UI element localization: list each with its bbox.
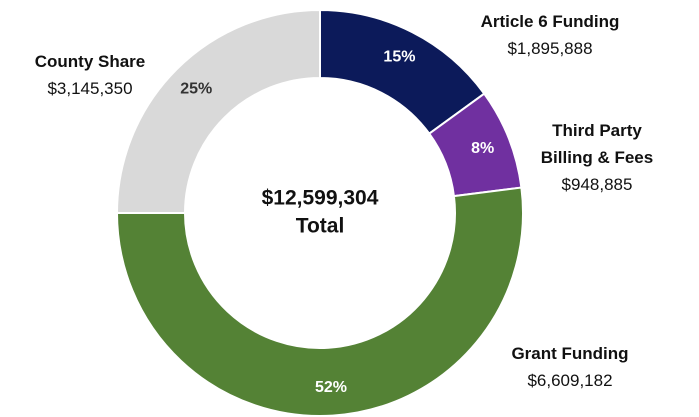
center-label: $12,599,304 <box>262 187 379 210</box>
slice-label: 52% <box>315 379 347 396</box>
slice-label: 25% <box>180 80 212 97</box>
category-amount: $6,609,182 <box>527 371 613 390</box>
category-label: Grant Funding $6,609,182 <box>470 340 670 394</box>
category-name: Third Party Billing & Fees <box>540 121 654 167</box>
slice-label: 8% <box>471 140 494 157</box>
category-label: County Share $3,145,350 <box>0 48 190 102</box>
category-amount: $1,895,888 <box>507 39 593 58</box>
category-label: Article 6 Funding $1,895,888 <box>450 8 650 62</box>
category-name: Article 6 Funding <box>480 12 620 31</box>
category-label: Third Party Billing & Fees $948,885 <box>535 117 660 198</box>
center-sublabel: Total <box>296 215 345 238</box>
donut-slice <box>115 186 524 417</box>
slice-label: 15% <box>383 48 415 65</box>
category-name: Grant Funding <box>511 344 629 363</box>
category-amount: $948,885 <box>561 175 633 194</box>
category-amount: $3,145,350 <box>47 79 133 98</box>
category-name: County Share <box>34 52 146 71</box>
donut-slice <box>115 8 321 214</box>
